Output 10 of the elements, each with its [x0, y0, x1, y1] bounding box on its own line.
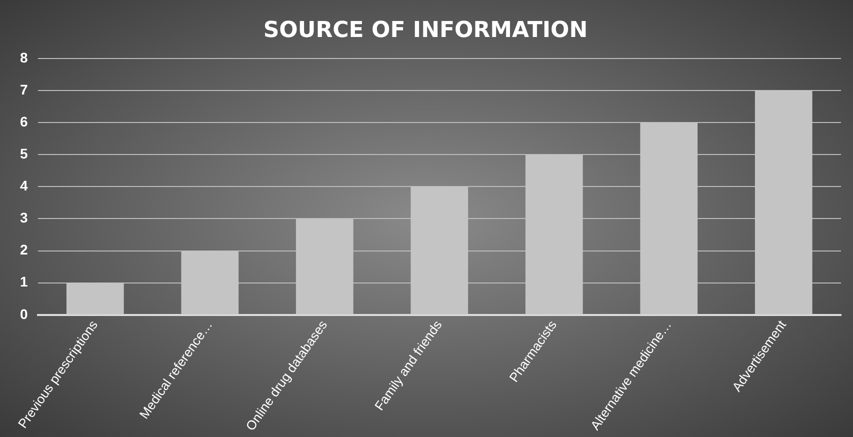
y-tick-label: 3 [20, 210, 28, 226]
y-tick-label: 6 [20, 113, 28, 130]
y-tick-label: 4 [20, 178, 28, 194]
y-tick-label: 7 [20, 81, 28, 98]
y-tick-label: 5 [20, 145, 28, 162]
y-tick-label: 1 [20, 274, 28, 290]
y-tick-label: 0 [20, 306, 28, 322]
chart-title: SOURCE OF INFORMATION [263, 18, 588, 43]
y-tick-label: 2 [20, 242, 28, 258]
y-tick-label: 8 [20, 49, 28, 66]
